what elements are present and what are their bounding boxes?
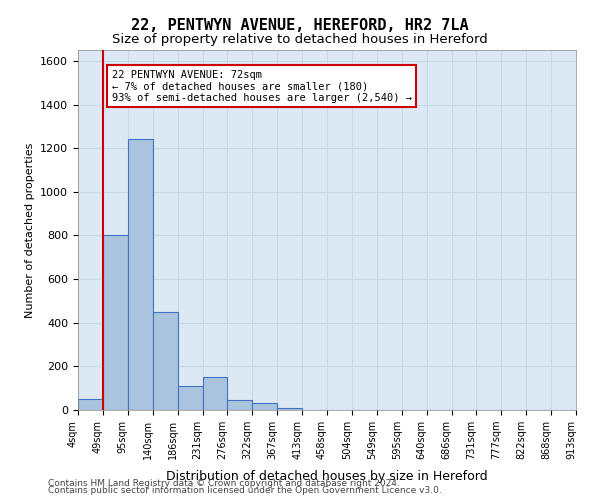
Text: Contains HM Land Registry data © Crown copyright and database right 2024.: Contains HM Land Registry data © Crown c… xyxy=(48,478,400,488)
Bar xyxy=(253,404,277,410)
X-axis label: Distribution of detached houses by size in Hereford: Distribution of detached houses by size … xyxy=(166,470,488,484)
Text: 22, PENTWYN AVENUE, HEREFORD, HR2 7LA: 22, PENTWYN AVENUE, HEREFORD, HR2 7LA xyxy=(131,18,469,32)
Bar xyxy=(103,236,128,410)
Bar xyxy=(152,312,178,410)
Bar xyxy=(78,399,103,410)
Bar xyxy=(227,400,253,410)
Text: Size of property relative to detached houses in Hereford: Size of property relative to detached ho… xyxy=(112,32,488,46)
Text: Contains public sector information licensed under the Open Government Licence v3: Contains public sector information licen… xyxy=(48,486,442,495)
Bar xyxy=(277,408,302,410)
Text: 22 PENTWYN AVENUE: 72sqm
← 7% of detached houses are smaller (180)
93% of semi-d: 22 PENTWYN AVENUE: 72sqm ← 7% of detache… xyxy=(112,70,412,103)
Bar xyxy=(203,378,227,410)
Y-axis label: Number of detached properties: Number of detached properties xyxy=(25,142,35,318)
Bar xyxy=(128,140,153,410)
Bar xyxy=(178,386,203,410)
